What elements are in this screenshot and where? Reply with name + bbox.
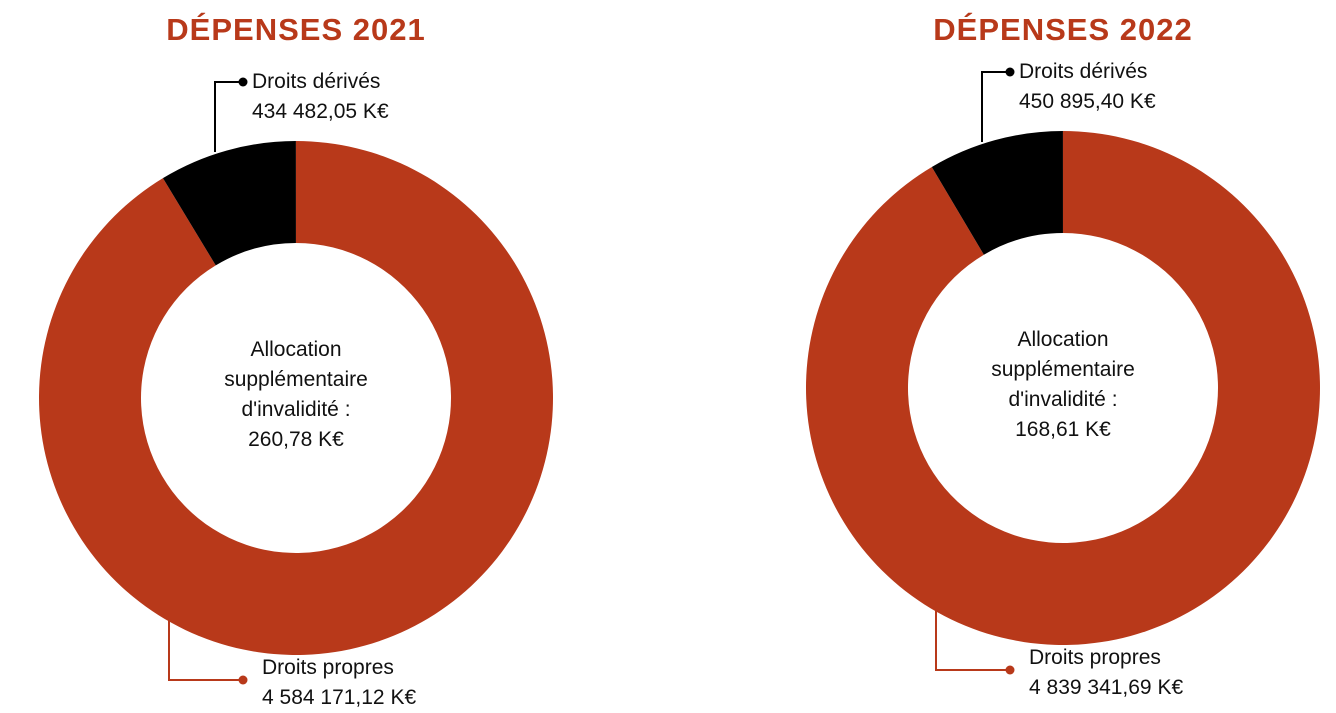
donut-slice [805, 131, 1320, 645]
leader-dot [1005, 665, 1015, 675]
slice-label: Droits propres [1029, 646, 1161, 669]
leader-line [214, 81, 243, 152]
leader-line [981, 71, 1010, 142]
leader-line [168, 618, 243, 681]
slice-label: Droits dérivés [252, 70, 381, 93]
donut-slice [931, 131, 1063, 255]
slice-value-label: 450 895,40 K€ [1019, 90, 1156, 113]
chart-title: DÉPENSES 2021 [166, 12, 426, 47]
donut-slice [38, 141, 553, 655]
donut-slice [162, 141, 296, 266]
leader-line [935, 608, 1010, 671]
slice-value-label: 4 584 171,12 K€ [262, 686, 417, 709]
slice-label: Droits propres [262, 656, 394, 679]
slice-value-label: 260,78 K€ [248, 428, 344, 451]
slice-value-label: 434 482,05 K€ [252, 100, 389, 123]
chart-title: DÉPENSES 2022 [933, 12, 1193, 47]
slice-value-label: 4 839 341,69 K€ [1029, 676, 1184, 699]
leader-dot [1005, 67, 1015, 77]
slice-label: Droits dérivés [1019, 60, 1148, 83]
slice-value-label: 168,61 K€ [1015, 418, 1111, 441]
slice-label: Allocation supplémentaire d'invalidité : [991, 328, 1135, 411]
leader-dot [238, 77, 248, 87]
leader-dot [238, 675, 248, 685]
slice-label: Allocation supplémentaire d'invalidité : [224, 338, 368, 421]
